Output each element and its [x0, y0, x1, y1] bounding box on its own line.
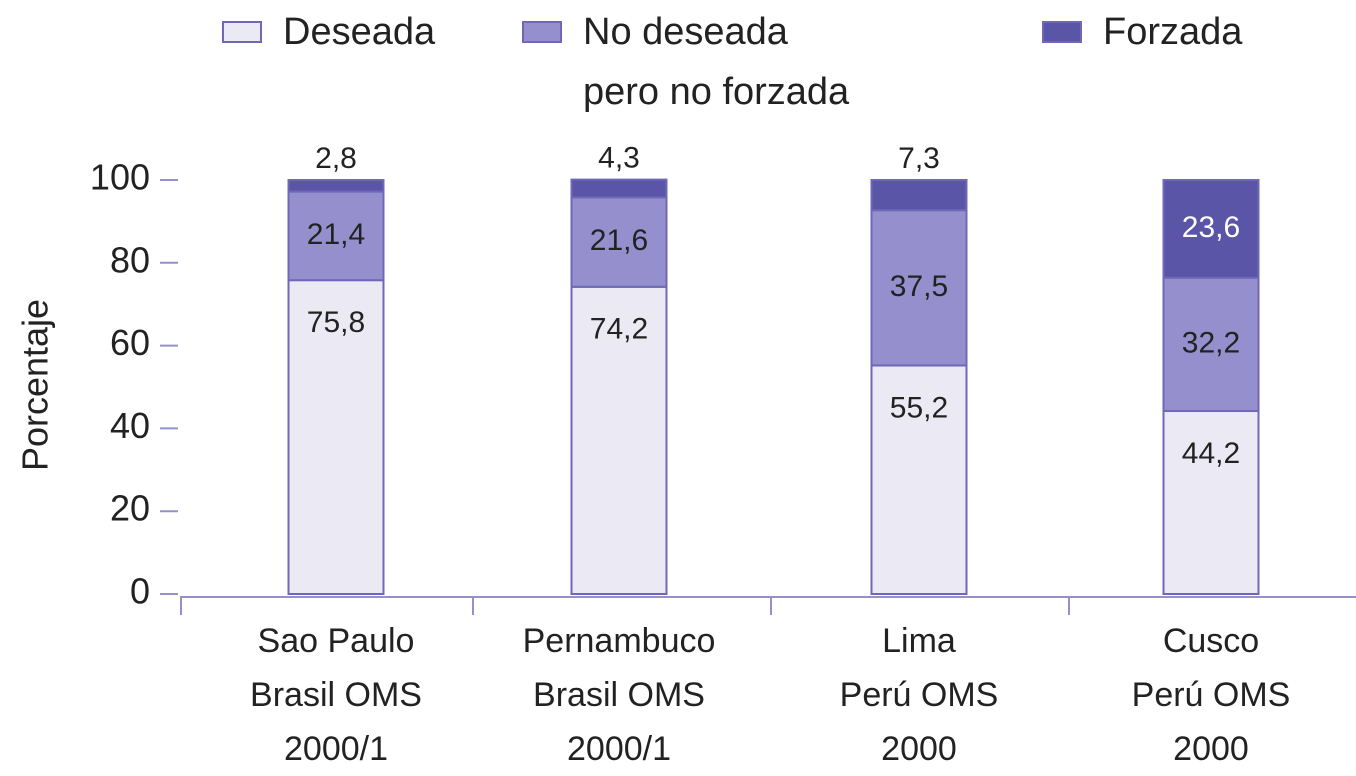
bar-segment [870, 179, 968, 212]
value-label: 21,4 [307, 218, 365, 251]
bar-segment [287, 179, 385, 193]
y-tick-label: 60 [110, 322, 150, 363]
y-tick-label: 0 [130, 571, 150, 612]
value-label: 7,3 [898, 142, 940, 175]
y-tick-label: 20 [110, 488, 150, 529]
x-tick-label: Cusco Perú OMS 2000 [1131, 622, 1291, 768]
legend-label: No deseada pero no forzada [583, 11, 850, 113]
y-tick-label: 100 [90, 157, 150, 198]
bar-segment [570, 196, 668, 288]
value-label: 75,8 [307, 306, 365, 339]
bar-segment [570, 178, 668, 199]
x-tick-label: Pernambuco Brasil OMS 2000/1 [522, 622, 716, 768]
value-label: 2,8 [315, 142, 357, 175]
value-label: 4,3 [598, 142, 640, 175]
value-label: 44,2 [1182, 437, 1240, 470]
legend-swatch [222, 21, 262, 43]
value-label: 32,2 [1182, 326, 1240, 359]
y-tick-label: 40 [110, 405, 150, 446]
x-tick-label: Sao Paulo Brasil OMS 2000/1 [250, 622, 422, 768]
bar-segment [1162, 179, 1260, 279]
legend-label: Forzada [1103, 11, 1243, 53]
bar-segment [1162, 276, 1260, 413]
legend-swatch [1042, 21, 1082, 43]
y-axis-title: Porcentaje [15, 299, 56, 471]
value-label: 55,2 [890, 391, 948, 424]
value-label: 23,6 [1182, 211, 1240, 244]
bar-segment [570, 285, 668, 595]
value-label: 74,2 [590, 313, 648, 346]
x-tick-label: Lima Perú OMS 2000 [839, 622, 999, 768]
y-tick-label: 80 [110, 239, 150, 280]
bar-segment [1162, 410, 1260, 595]
bar-segment [287, 279, 385, 595]
bar-segment [287, 190, 385, 282]
legend-swatch [522, 21, 562, 43]
value-label: 21,6 [590, 224, 648, 257]
legend-label: Deseada [283, 11, 436, 53]
value-label: 37,5 [890, 270, 948, 303]
bar-segment [870, 209, 968, 367]
